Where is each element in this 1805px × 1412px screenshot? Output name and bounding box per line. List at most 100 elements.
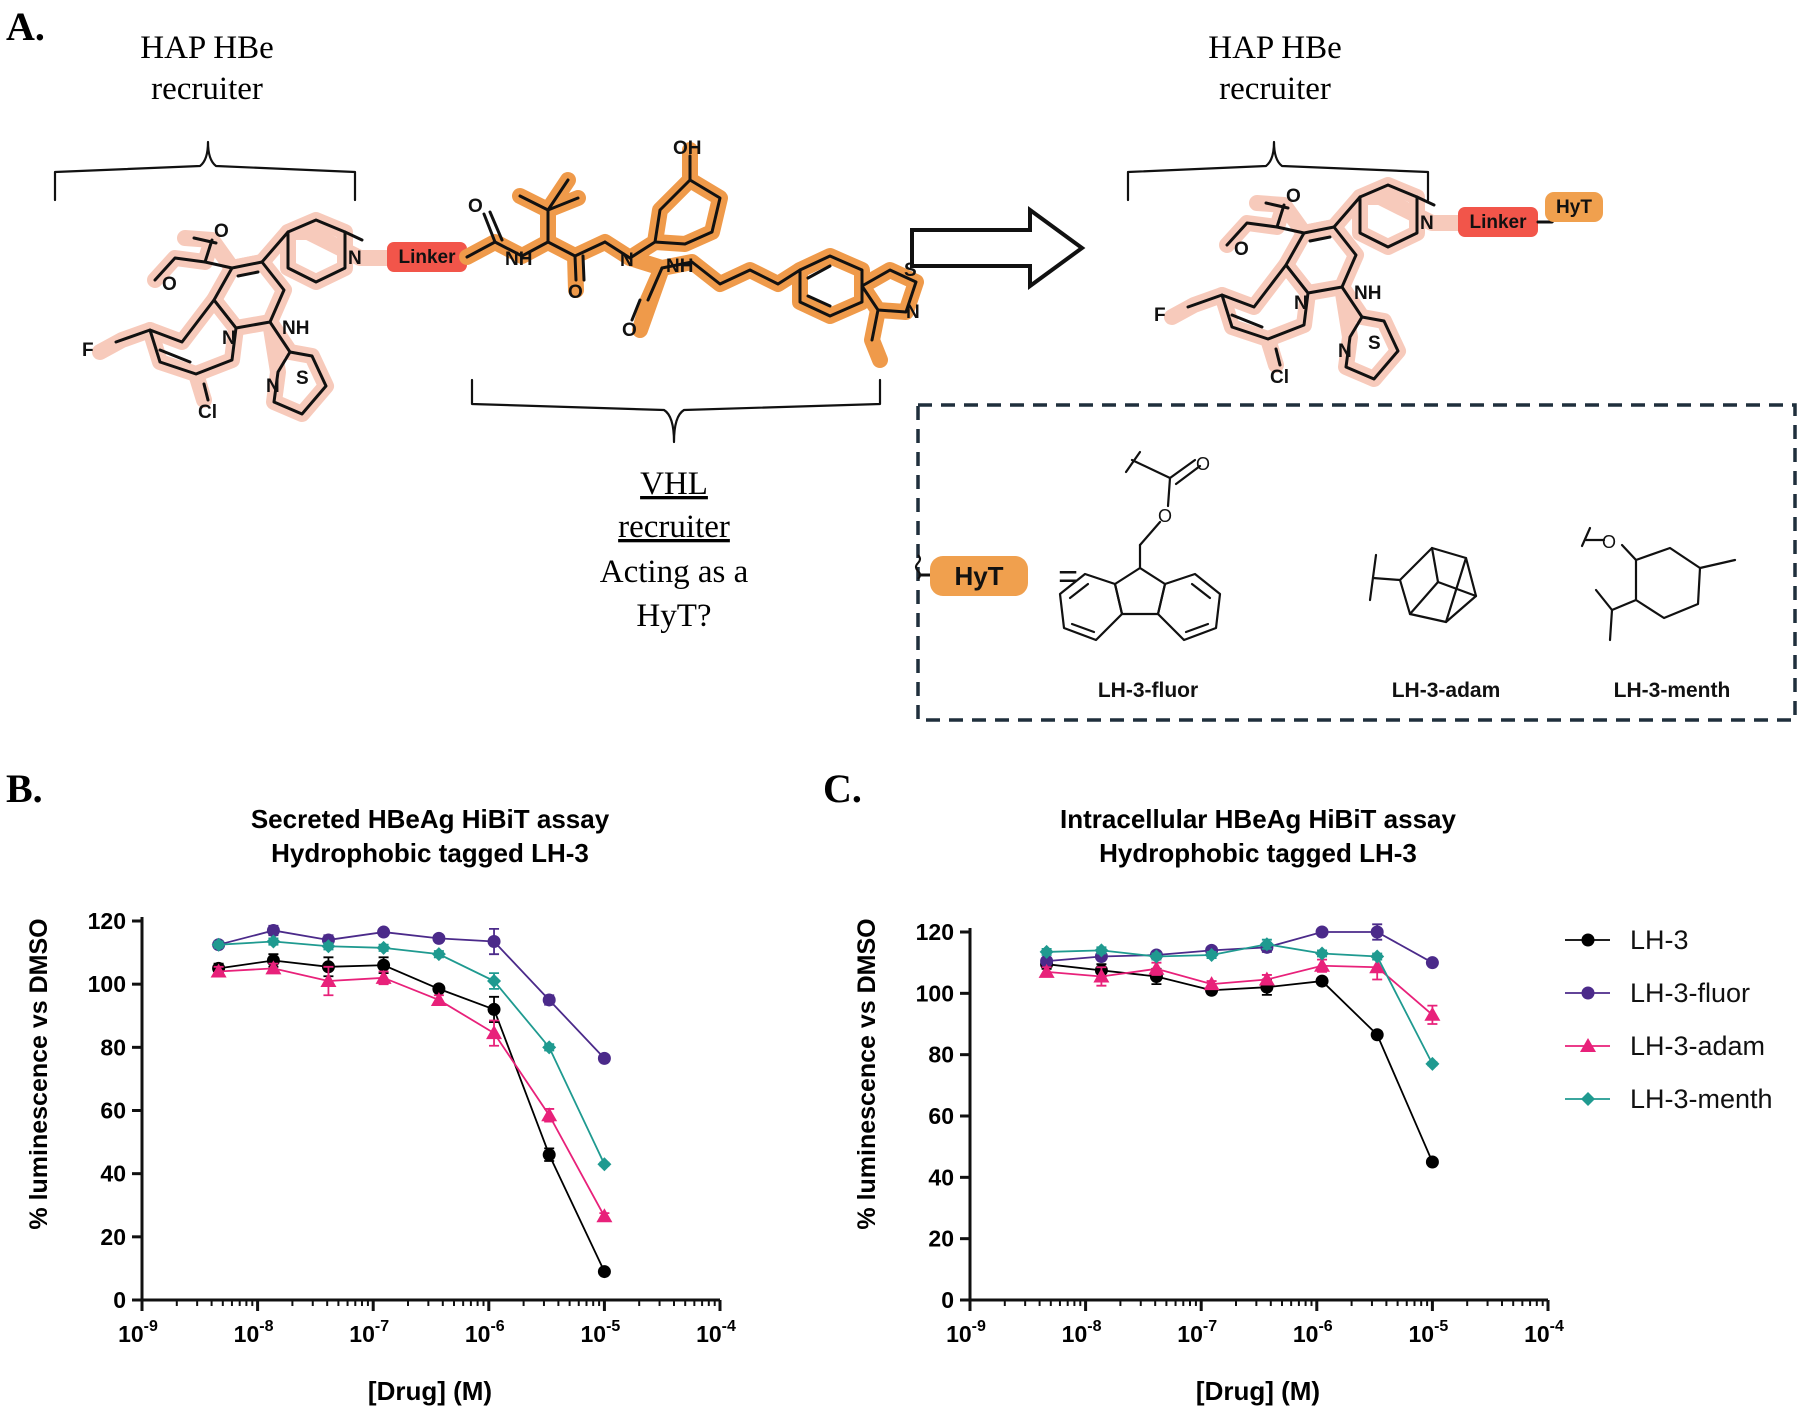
hyt-option-fluor: LH-3-fluor <box>1098 679 1198 702</box>
chart-b-point-2 <box>320 973 337 988</box>
chart-b-point-3 <box>597 1157 612 1172</box>
linker-badge-right <box>1458 207 1538 237</box>
atom-n3-left: N <box>348 248 362 269</box>
chart-b-ytick-label: 20 <box>100 1224 126 1250</box>
vhl-structure: O NH O N OH O NH S N <box>465 138 920 342</box>
chart-c-title-line1: Intracellular HBeAg HiBiT assay <box>1060 804 1456 834</box>
atom-cl-left: Cl <box>198 402 217 423</box>
atom-oh-vhl: OH <box>673 138 702 159</box>
atom-o-right: O <box>1286 186 1301 207</box>
chart-c-title-line2: Hydrophobic tagged LH-3 <box>1099 838 1417 868</box>
hyt-label-right: HyT <box>1556 197 1592 218</box>
chart-b-xtick-label: 10-4 <box>696 1318 736 1347</box>
fluor-atom-o2: O <box>1158 506 1172 526</box>
hap-brace-left <box>53 140 357 202</box>
chart-b-series-line-0 <box>218 959 606 1272</box>
fluor-structure: O O <box>1058 450 1222 642</box>
hyt-option-adam: LH-3-adam <box>1392 679 1501 702</box>
atom-o-vhl1: O <box>468 196 483 217</box>
chart-c-ytick-label: 120 <box>916 919 954 945</box>
hyt-option-menth: LH-3-menth <box>1614 679 1731 702</box>
chart-c-xtick-label: 10-6 <box>1293 1318 1333 1347</box>
chart-b-point-1 <box>487 935 501 949</box>
vhl-label-line2: recruiter <box>618 509 730 545</box>
hap-recruiter-right: O O NH N F Cl S N N <box>1154 177 1472 388</box>
chart-b-point-3 <box>376 940 391 955</box>
chart-b-xtick-label: 10-8 <box>234 1318 274 1347</box>
hap-label-right-line1: HAP HBe <box>1208 30 1342 66</box>
chart-b-point-3 <box>211 937 226 952</box>
chart-c-point-3 <box>1370 949 1385 964</box>
panel-label-a: A. <box>6 4 45 49</box>
vhl-brace <box>470 378 882 444</box>
chart-c-ytick-label: 80 <box>928 1042 954 1068</box>
chart-b-point-0 <box>432 982 446 996</box>
chart-c-point-1 <box>1315 925 1329 939</box>
chart-b-ytick-label: 40 <box>100 1161 126 1187</box>
chart-c-point-3 <box>1315 946 1330 961</box>
chart-b-point-2 <box>265 960 282 975</box>
chart-b-point-2 <box>596 1208 613 1223</box>
chart-c-point-1 <box>1040 954 1054 968</box>
legend-label-3: LH-3-menth <box>1630 1084 1773 1114</box>
chart-b-xtick-label: 10-7 <box>349 1318 389 1347</box>
chart-c-ytick-label: 100 <box>916 980 954 1006</box>
atom-nh-right: NH <box>1354 283 1381 304</box>
legend-marker-1 <box>1581 986 1595 1000</box>
chart-c-ytick-label: 40 <box>928 1164 954 1190</box>
panel-label-b: B. <box>6 766 43 811</box>
atom-n2-left: N <box>266 376 280 397</box>
linker-label-right: Linker <box>1469 212 1527 233</box>
legend-label-0: LH-3 <box>1630 925 1689 955</box>
hyt-label-box: HyT <box>954 561 1003 591</box>
legend-label-2: LH-3-adam <box>1630 1031 1765 1061</box>
chart-b-point-1 <box>432 931 446 945</box>
atom-cl-right: Cl <box>1270 367 1289 388</box>
legend-marker-0 <box>1581 933 1595 947</box>
atom-s-right: S <box>1368 333 1381 354</box>
chart-intracellular: Intracellular HBeAg HiBiT assay Hydropho… <box>853 804 1564 1406</box>
equals-sign: = <box>1058 558 1078 596</box>
hap-label-right-line2: recruiter <box>1219 71 1331 107</box>
chart-b-series-line-2 <box>218 967 606 1217</box>
hap-brace-right <box>1126 140 1430 202</box>
chart-b-ytick-label: 0 <box>113 1287 126 1313</box>
hap-label-left-line1: HAP HBe <box>140 30 274 66</box>
chart-b-point-2 <box>210 963 227 978</box>
atom-n-vhl: N <box>620 250 634 271</box>
chart-c-point-0 <box>1370 1028 1384 1042</box>
adam-structure <box>1368 546 1478 624</box>
chart-c-ytick-label: 0 <box>941 1287 954 1313</box>
vhl-label-line1: VHL <box>640 466 708 502</box>
chart-c-point-3 <box>1039 944 1054 959</box>
chart-b-xlabel: [Drug] (M) <box>368 1376 492 1406</box>
chart-b-point-2 <box>430 991 447 1006</box>
chart-b-point-0 <box>597 1265 611 1279</box>
atom-n-right: N <box>1294 293 1308 314</box>
chart-b-ytick-label: 120 <box>88 908 126 934</box>
chart-c-xtick-label: 10-4 <box>1524 1318 1564 1347</box>
chart-b-point-3 <box>542 1040 557 1055</box>
chart-b-point-2 <box>541 1107 558 1122</box>
hyt-badge-box <box>930 556 1028 596</box>
chart-c-series-line-0 <box>1046 963 1434 1163</box>
legend-marker-3 <box>1581 1092 1595 1106</box>
atom-n-left: N <box>222 328 236 349</box>
atom-n2-vhl: N <box>906 302 920 323</box>
atom-n2-right: N <box>1338 341 1352 362</box>
chart-c-ytick-label: 60 <box>928 1103 954 1129</box>
chart-c-xtick-label: 10-7 <box>1177 1318 1217 1347</box>
chart-legend: LH-3 LH-3-fluor LH-3-adam LH-3-menth <box>1565 925 1773 1114</box>
chart-c-point-2 <box>1203 976 1220 991</box>
chart-b-point-1 <box>597 1051 611 1065</box>
chart-c-xlabel: [Drug] (M) <box>1196 1376 1320 1406</box>
atom-s-left: S <box>296 368 309 389</box>
chart-b-xtick-label: 10-9 <box>118 1318 158 1347</box>
chart-c-point-3 <box>1094 943 1109 958</box>
chart-b-point-2 <box>486 1025 503 1040</box>
chart-c-series-line-2 <box>1046 964 1433 1016</box>
legend-label-1: LH-3-fluor <box>1630 978 1750 1008</box>
chart-b-ytick-label: 80 <box>100 1034 126 1060</box>
chart-c-point-1 <box>1425 956 1439 970</box>
